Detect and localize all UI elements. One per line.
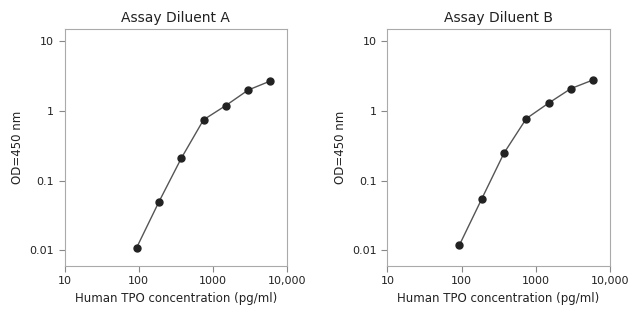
X-axis label: Human TPO concentration (pg/ml): Human TPO concentration (pg/ml) [397, 292, 600, 305]
Title: Assay Diluent A: Assay Diluent A [122, 11, 230, 25]
X-axis label: Human TPO concentration (pg/ml): Human TPO concentration (pg/ml) [75, 292, 277, 305]
Y-axis label: OD=450 nm: OD=450 nm [334, 111, 347, 184]
Y-axis label: OD=450 nm: OD=450 nm [11, 111, 24, 184]
Title: Assay Diluent B: Assay Diluent B [444, 11, 553, 25]
